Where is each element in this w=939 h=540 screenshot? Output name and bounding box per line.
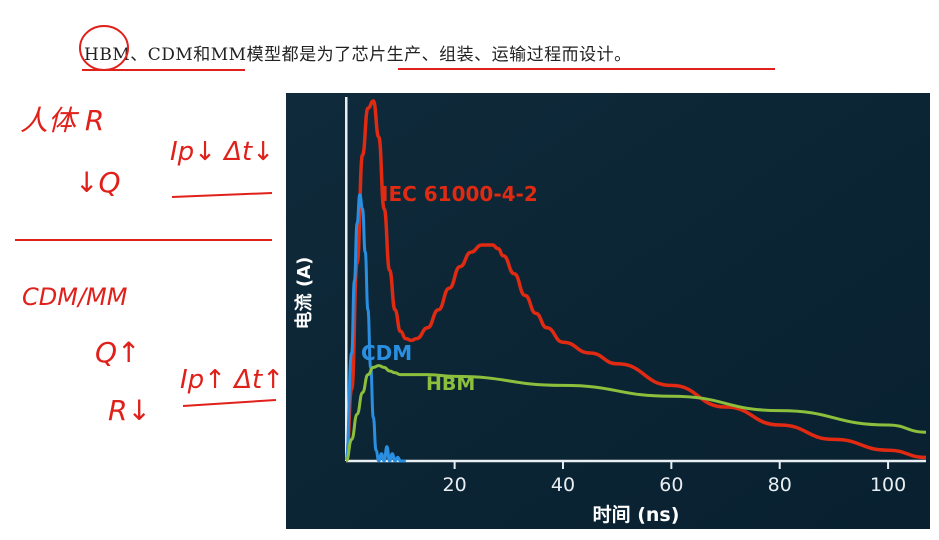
x-tick-label: 80: [768, 474, 792, 496]
headline-text: HBM、CDM和MM模型都是为了芯片生产、组装、运输过程而设计。: [84, 45, 632, 65]
note-underline-2: [182, 399, 277, 407]
x-tick-label: 100: [870, 474, 906, 496]
note-line2: ↓Q: [75, 166, 121, 199]
axes: 20 40 60 80 100 时间 (ns) 电流 (A): [293, 97, 926, 526]
note-ip1: Ip↓ Δt↓: [170, 137, 274, 167]
x-tick-label: 20: [443, 474, 467, 496]
esd-waveform-chart: 20 40 60 80 100 时间 (ns) 电流 (A) IEC 61000-4-2 CD…: [286, 93, 930, 529]
series-layer: [344, 99, 927, 463]
series-label-cdm: CDM: [361, 341, 412, 365]
x-axis-label: 时间 (ns): [593, 504, 680, 526]
y-axis-label: 电流 (A): [293, 257, 315, 330]
chart-svg: 20 40 60 80 100 时间 (ns) 电流 (A) IEC 61000-4-2 CD…: [286, 93, 930, 529]
note-line3: CDM/MM: [22, 283, 128, 311]
series-line-cdm: [344, 193, 406, 463]
series-line-iec-61000-4-2: [344, 99, 927, 463]
note-line4: Q↑: [95, 336, 141, 369]
note-line1: 人体 R: [20, 104, 104, 137]
x-tick-label: 40: [551, 474, 575, 496]
x-tick-label: 60: [659, 474, 683, 496]
series-label-iec-61000-4-2: IEC 61000-4-2: [381, 182, 538, 206]
series-line-hbm: [344, 364, 927, 463]
series-label-hbm: HBM: [426, 373, 475, 395]
note-ip2: Ip↑ Δt↑: [180, 365, 284, 395]
labels: IEC 61000-4-2 CDM HBM: [361, 182, 538, 395]
hbm-circle-mark: [79, 25, 129, 71]
note-underline-1: [171, 192, 273, 198]
note-line5: R↓: [108, 394, 151, 427]
